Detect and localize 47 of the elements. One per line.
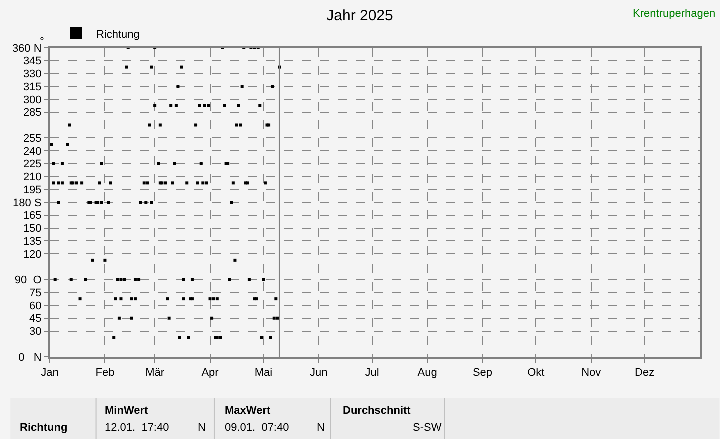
text: Durchschnitt — [343, 405, 412, 417]
y-tick-label: 90 O — [14, 274, 42, 287]
y-tick-label: 45 — [30, 313, 42, 326]
x-tick-label: Jun — [310, 367, 328, 380]
text: MinWert — [105, 405, 149, 417]
text: MaxWert — [225, 405, 271, 417]
y-tick-label: 255 — [23, 132, 42, 145]
x-tick-label: Aug — [418, 367, 438, 380]
y-tick-label: 135 — [23, 236, 42, 248]
y-tick-label: 195 — [23, 184, 42, 196]
x-tick-label: Jul — [365, 367, 380, 380]
x-tick-label: Mär — [146, 367, 165, 380]
y-tick-label: 180 S — [13, 197, 42, 210]
text: Krentruperhagen — [633, 8, 716, 20]
y-tick-label: 285 — [23, 107, 42, 120]
y-tick-label: 345 — [23, 56, 42, 68]
y-axis-title: ° — [40, 36, 44, 48]
y-tick-label: 0 N — [18, 352, 42, 364]
legend-label: Richtung — [96, 28, 140, 41]
y-tick-label: 120 — [23, 248, 42, 261]
x-tick-label: Apr — [202, 367, 220, 380]
chart-title: Jahr 2025 — [326, 7, 394, 24]
x-tick-label: Feb — [96, 367, 115, 380]
text: Richtung — [20, 422, 68, 434]
y-tick-label: 150 — [23, 223, 42, 236]
y-tick-label: 75 — [30, 287, 42, 300]
x-tick-label: Mai — [254, 367, 273, 380]
x-tick-label: Jan — [41, 367, 59, 380]
y-tick-label: 165 — [23, 210, 42, 222]
x-tick-label: Okt — [528, 367, 545, 380]
x-tick-label: Nov — [582, 367, 602, 380]
y-tick-label: 210 — [23, 172, 42, 184]
x-tick-label: Sep — [472, 367, 493, 380]
y-tick-label: 360 N — [12, 42, 42, 55]
y-tick-label: 300 — [23, 94, 42, 106]
y-tick-label: 60 — [30, 300, 42, 312]
y-tick-label: 240 — [23, 146, 42, 158]
x-tick-label: Dez — [635, 367, 655, 380]
y-tick-label: 330 — [23, 68, 42, 81]
text: N — [317, 422, 325, 434]
text: 12.01. 17:40 — [105, 422, 170, 434]
y-tick-label: 225 — [23, 158, 42, 171]
y-tick-label: 315 — [23, 81, 42, 94]
text: S-SW — [413, 422, 442, 434]
text: N — [198, 422, 206, 434]
text: 09.01. 07:40 — [225, 422, 290, 434]
y-tick-label: 30 — [30, 326, 42, 338]
